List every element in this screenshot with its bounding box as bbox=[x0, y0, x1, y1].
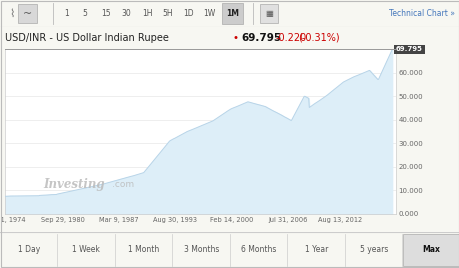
Text: ⌇: ⌇ bbox=[9, 9, 14, 18]
Text: ~: ~ bbox=[23, 9, 32, 18]
Text: 69.795: 69.795 bbox=[241, 33, 281, 43]
Text: USD/INR - US Dollar Indian Rupee: USD/INR - US Dollar Indian Rupee bbox=[5, 33, 168, 43]
Text: 5: 5 bbox=[83, 9, 87, 18]
Text: 69.795: 69.795 bbox=[395, 46, 422, 53]
Text: 1 Year: 1 Year bbox=[304, 245, 327, 255]
Text: 6 Months: 6 Months bbox=[241, 245, 276, 255]
Text: 1 Day: 1 Day bbox=[17, 245, 40, 255]
Text: Investing: Investing bbox=[44, 178, 105, 191]
Text: 3 Months: 3 Months bbox=[183, 245, 218, 255]
Text: 5 years: 5 years bbox=[359, 245, 387, 255]
Text: Technical Chart »: Technical Chart » bbox=[389, 9, 454, 18]
FancyBboxPatch shape bbox=[18, 4, 37, 23]
Text: 1W: 1W bbox=[203, 9, 215, 18]
Text: ▦: ▦ bbox=[264, 9, 273, 18]
Text: 1 Week: 1 Week bbox=[72, 245, 100, 255]
Text: •: • bbox=[232, 33, 238, 43]
Text: .com: .com bbox=[112, 180, 134, 189]
Text: (-0.31%): (-0.31%) bbox=[297, 33, 339, 43]
Text: 15: 15 bbox=[101, 9, 110, 18]
Text: 5H: 5H bbox=[162, 9, 173, 18]
Text: 1D: 1D bbox=[183, 9, 194, 18]
FancyBboxPatch shape bbox=[221, 3, 242, 24]
Text: 1: 1 bbox=[64, 9, 69, 18]
Text: Max: Max bbox=[421, 245, 439, 255]
Text: 1M: 1M bbox=[225, 9, 238, 18]
Text: 1H: 1H bbox=[142, 9, 152, 18]
FancyBboxPatch shape bbox=[403, 234, 458, 266]
Text: 30: 30 bbox=[121, 9, 131, 18]
Text: -0.220: -0.220 bbox=[274, 33, 306, 43]
Text: 1 Month: 1 Month bbox=[128, 245, 159, 255]
FancyBboxPatch shape bbox=[259, 4, 278, 23]
